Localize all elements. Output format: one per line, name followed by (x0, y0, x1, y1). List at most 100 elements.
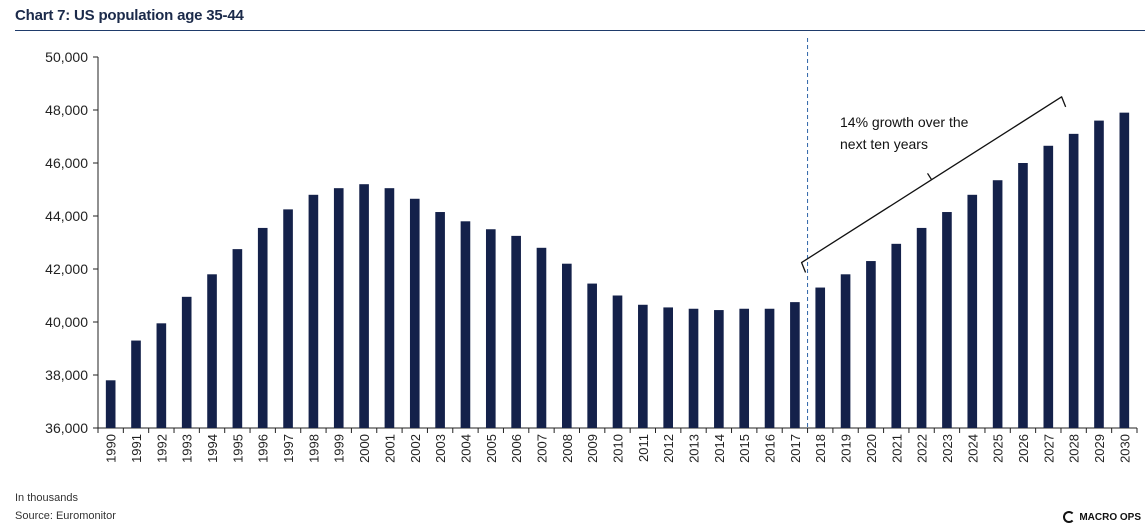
bar-1991 (131, 340, 141, 428)
bar-2010 (612, 295, 623, 428)
bar-2029 (1094, 120, 1104, 428)
x-tick-label: 1990 (104, 434, 119, 463)
x-tick-label: 2025 (991, 434, 1006, 463)
x-tick-label: 2019 (839, 434, 854, 463)
bar-2006 (511, 235, 521, 428)
x-tick-label: 2008 (560, 434, 575, 463)
bar-1997 (283, 209, 293, 428)
x-tick-label: 2001 (382, 434, 397, 463)
x-tick-label: 2023 (940, 434, 955, 463)
chart-title: Chart 7: US population age 35-44 (15, 7, 244, 24)
bar-2030 (1119, 112, 1130, 429)
y-tick-label: 42,000 (45, 261, 88, 277)
bar-2000 (359, 184, 369, 428)
x-tick-label: 1991 (129, 434, 144, 463)
x-tick-label: 2013 (687, 434, 702, 463)
bar-2023 (942, 212, 952, 428)
x-tick-label: 2030 (1117, 434, 1132, 463)
macro-ops-logo-icon (1063, 511, 1076, 523)
x-tick-label: 2021 (889, 434, 904, 463)
bar-2021 (891, 243, 902, 428)
bar-2013 (688, 308, 699, 428)
bar-2009 (587, 283, 597, 428)
y-tick-label: 50,000 (45, 49, 88, 65)
x-tick-label: 2026 (1016, 434, 1031, 463)
x-tick-label: 2011 (636, 434, 651, 462)
bar-1999 (333, 188, 344, 428)
bar-1990 (105, 380, 116, 428)
bar-2024 (967, 194, 978, 428)
x-tick-label: 2016 (763, 434, 778, 463)
growth-annotation-line1: 14% growth over the (840, 114, 969, 130)
bar-2019 (840, 274, 851, 428)
x-tick-label: 2017 (788, 434, 803, 463)
x-tick-label: 1992 (154, 434, 169, 463)
brand-name: MACRO OPS (1079, 511, 1141, 523)
bar-2003 (435, 212, 445, 428)
x-tick-label: 2002 (408, 434, 423, 463)
bar-1995 (232, 249, 243, 428)
bar-2026 (1018, 163, 1028, 428)
bar-2002 (409, 198, 420, 428)
x-tick-label: 2014 (712, 434, 727, 463)
brand-logo: MACRO OPS (1063, 511, 1141, 523)
y-tick-label: 44,000 (45, 208, 88, 224)
bar-2020 (866, 261, 876, 428)
bar-2005 (485, 229, 496, 428)
bar-2015 (739, 308, 750, 428)
growth-annotation-line2: next ten years (840, 136, 928, 152)
bar-2007 (536, 247, 547, 428)
bar-2011 (638, 304, 648, 428)
x-tick-label: 2028 (1067, 434, 1082, 463)
x-tick-label: 2024 (965, 434, 980, 463)
x-tick-label: 1995 (230, 434, 245, 463)
bar-1994 (207, 274, 217, 428)
x-tick-label: 2029 (1092, 434, 1107, 463)
source-note: Source: Euromonitor (15, 510, 116, 522)
x-tick-label: 2022 (915, 434, 930, 463)
x-tick-label: 2027 (1041, 434, 1056, 463)
bar-1998 (308, 194, 319, 428)
x-tick-label: 2010 (611, 434, 626, 463)
x-tick-label: 1996 (256, 434, 271, 463)
x-tick-label: 2015 (737, 434, 752, 463)
bar-2017 (790, 302, 800, 428)
x-tick-label: 2006 (509, 434, 524, 463)
x-tick-label: 1993 (180, 434, 195, 463)
x-tick-label: 1999 (332, 434, 347, 463)
y-tick-label: 36,000 (45, 420, 88, 436)
bar-2008 (562, 263, 572, 428)
x-tick-label: 2020 (864, 434, 879, 463)
bar-1996 (257, 227, 268, 428)
x-tick-label: 1998 (306, 434, 321, 463)
bar-2022 (916, 227, 927, 428)
bar-2027 (1043, 145, 1054, 428)
units-note: In thousands (15, 492, 78, 504)
bar-2028 (1068, 133, 1079, 428)
y-tick-label: 48,000 (45, 102, 88, 118)
x-tick-label: 2003 (433, 434, 448, 463)
bar-2018 (815, 287, 826, 428)
bar-1993 (181, 296, 192, 428)
bar-2012 (663, 307, 673, 428)
y-tick-label: 38,000 (45, 367, 88, 383)
bar-2014 (714, 310, 724, 428)
bar-2016 (764, 308, 775, 428)
bar-2025 (992, 180, 1003, 428)
x-tick-label: 2012 (661, 434, 676, 463)
bar-2004 (460, 221, 471, 428)
x-tick-label: 2000 (357, 434, 372, 463)
x-tick-label: 2018 (813, 434, 828, 463)
x-tick-label: 1994 (205, 434, 220, 463)
title-rule (15, 30, 1145, 31)
y-tick-label: 40,000 (45, 314, 88, 330)
x-tick-label: 2009 (585, 434, 600, 463)
growth-annotation-brace (800, 96, 1067, 273)
x-tick-label: 1997 (281, 434, 296, 463)
y-tick-label: 46,000 (45, 155, 88, 171)
bar-2001 (384, 188, 395, 428)
x-tick-label: 2005 (484, 434, 499, 463)
x-tick-label: 2004 (458, 434, 473, 463)
